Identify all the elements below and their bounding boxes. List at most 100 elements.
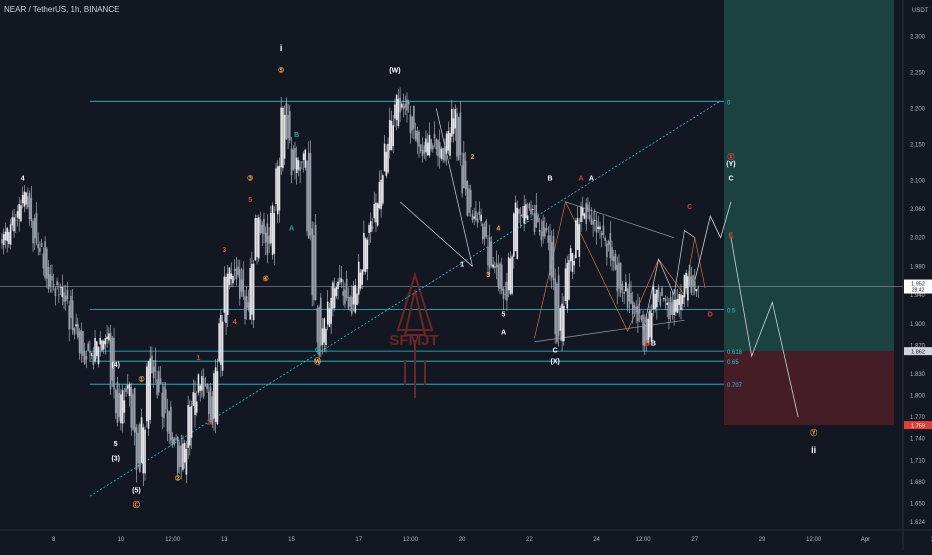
- wave-label: ⑤: [278, 67, 284, 75]
- candle: [297, 160, 300, 170]
- candle: [94, 337, 96, 362]
- candle: [369, 221, 372, 233]
- candle: [190, 405, 193, 438]
- candle: [180, 445, 183, 467]
- candle: [525, 204, 527, 219]
- candle: [318, 307, 320, 356]
- candle: [47, 266, 50, 290]
- candle: [680, 294, 682, 310]
- candle: [99, 337, 102, 345]
- candle: [232, 276, 234, 284]
- candle: [531, 209, 534, 210]
- candle: [87, 343, 89, 352]
- candle: [569, 248, 572, 262]
- candle: [301, 161, 303, 163]
- candle: [144, 429, 146, 474]
- candle: [500, 264, 503, 291]
- wave-label: B: [547, 175, 552, 182]
- candle: [668, 302, 670, 319]
- candle: [2, 234, 5, 245]
- wave-label: C: [728, 175, 733, 182]
- candle: [413, 105, 415, 129]
- candle: [637, 305, 639, 322]
- watermark: SFMJT: [389, 271, 439, 398]
- candle: [357, 261, 360, 295]
- candle: [71, 300, 74, 331]
- candle: [282, 107, 284, 169]
- candle: [247, 302, 250, 310]
- wave-label: ④: [263, 275, 269, 283]
- candle: [664, 298, 667, 302]
- wave-label: 1: [197, 355, 201, 362]
- candle: [644, 324, 646, 346]
- candle: [158, 371, 160, 393]
- candle: [271, 205, 274, 256]
- candle: [459, 112, 462, 156]
- candle: [623, 291, 625, 294]
- candle: [123, 400, 126, 413]
- candle: [114, 390, 117, 414]
- candle: [568, 260, 570, 300]
- candle: [152, 366, 155, 379]
- wave-label: ③: [247, 174, 253, 182]
- candle: [285, 102, 288, 140]
- candle: [606, 243, 608, 258]
- wave-label: A: [501, 330, 506, 337]
- candle: [46, 248, 48, 279]
- candle: [270, 212, 272, 244]
- candle: [90, 352, 93, 356]
- wave-label: B: [646, 340, 651, 347]
- y-tick-label: 2.300: [910, 35, 926, 41]
- candle: [268, 235, 270, 244]
- y-tick-label: 1.870: [910, 343, 926, 349]
- chart-title: NEAR / TetherUS, 1h, BINANCE: [4, 5, 120, 14]
- candle: [156, 379, 158, 395]
- candle: [97, 346, 100, 365]
- candle: [580, 206, 582, 223]
- candle: [59, 287, 62, 288]
- x-tick-label: 20: [459, 537, 466, 543]
- candle: [559, 308, 562, 331]
- candle: [178, 445, 181, 468]
- wave-line: [399, 201, 473, 267]
- candle: [411, 116, 413, 131]
- x-tick-label: 24: [593, 537, 600, 543]
- candle: [344, 289, 346, 305]
- wave-label: C: [553, 348, 558, 355]
- candle: [638, 309, 641, 314]
- wave-label: (X): [551, 358, 560, 365]
- fib-label: 0.618: [727, 350, 743, 356]
- candle: [492, 264, 494, 268]
- y-tick-label: 1.800: [910, 394, 926, 400]
- candle: [142, 427, 145, 474]
- candle: [332, 282, 334, 309]
- candle: [595, 220, 598, 233]
- candle: [64, 295, 67, 302]
- candle: [683, 274, 686, 298]
- candle: [108, 333, 110, 341]
- candle: [631, 301, 634, 315]
- candle: [149, 358, 152, 420]
- candle: [9, 224, 12, 245]
- candle: [476, 218, 479, 223]
- candle: [133, 387, 136, 433]
- candle: [535, 204, 538, 228]
- candle: [173, 438, 176, 445]
- candle: [516, 208, 519, 260]
- candle: [4, 231, 7, 241]
- candle: [182, 443, 184, 470]
- candle: [607, 241, 610, 245]
- candle: [495, 263, 498, 268]
- candle: [233, 269, 236, 271]
- y-tick-label: 1.740: [910, 437, 926, 443]
- candle: [302, 153, 305, 161]
- price-axis: [903, 0, 932, 550]
- candle: [340, 278, 343, 283]
- candle: [116, 382, 119, 423]
- candle: [242, 269, 245, 297]
- candle: [320, 297, 322, 346]
- candle: [328, 308, 331, 327]
- fib-label: 0.65: [727, 360, 739, 366]
- candle: [77, 323, 79, 338]
